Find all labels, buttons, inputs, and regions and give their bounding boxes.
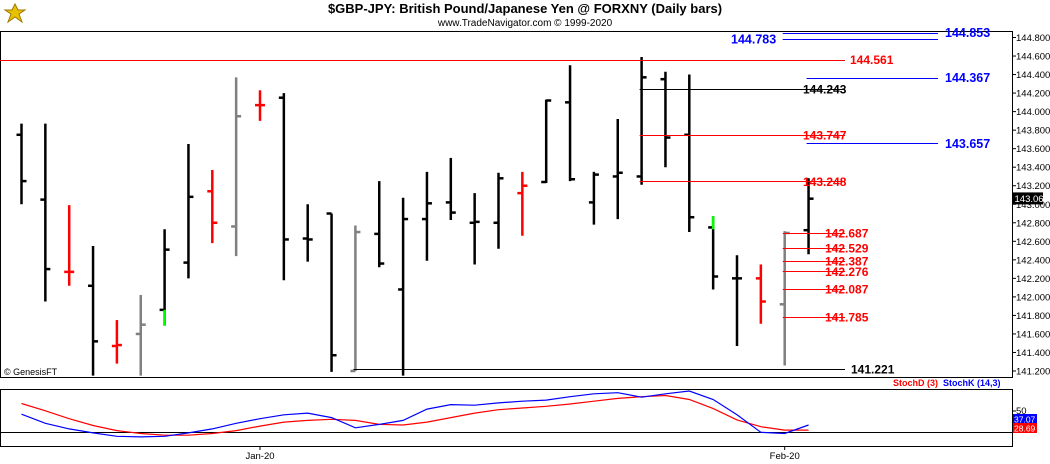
x-axis-label: Feb-20 (770, 451, 800, 462)
level-label-142.687: 142.687 (825, 227, 869, 241)
trade-navigator-logo-icon (3, 2, 27, 24)
y-axis-tick-label: 143.200 (1016, 181, 1050, 192)
y-axis-tick-label: 144.600 (1016, 52, 1050, 63)
y-axis-tick-label: 141.200 (1016, 367, 1050, 378)
level-label-142.387: 142.387 (825, 255, 869, 269)
y-axis-tick-label: 144.800 (1016, 33, 1050, 44)
y-axis-tick-label: 143.600 (1016, 144, 1050, 155)
level-label-144.367: 144.367 (945, 71, 990, 85)
stoch-k-last-box (1013, 414, 1037, 424)
y-axis-tick-label: 141.800 (1016, 311, 1050, 322)
level-label-143.657: 143.657 (945, 137, 990, 151)
stoch-d-last-value: 28.69 (1014, 424, 1036, 434)
level-label-144.783: 144.783 (731, 33, 776, 47)
level-label-144.561: 144.561 (850, 53, 894, 67)
y-axis-tick-label: 142.800 (1016, 218, 1050, 229)
price-panel-frame (0, 31, 1013, 378)
y-axis-tick-label: 143.000 (1016, 200, 1050, 211)
y-axis-tick-label: 144.400 (1016, 70, 1050, 81)
page-subtitle: www.TradeNavigator.com © 1999-2020 (437, 18, 613, 29)
last-price-box (1013, 192, 1043, 205)
level-label-142.087: 142.087 (825, 282, 869, 296)
level-label-143.747: 143.747 (803, 129, 847, 143)
stoch-series-k (21, 390, 809, 438)
stoch-y-tick-label: 50 (1016, 406, 1027, 417)
y-axis-tick-label: 142.600 (1016, 237, 1050, 248)
y-axis-tick-label: 143.800 (1016, 126, 1050, 137)
y-axis-tick-label: 143.400 (1016, 163, 1050, 174)
level-label-143.248: 143.248 (803, 175, 847, 189)
y-axis-tick-label: 144.200 (1016, 89, 1050, 100)
stoch-k-last-value: 37.07 (1014, 415, 1036, 425)
legend-stochk: StochK (14,3) (943, 378, 1001, 388)
level-label-142.276: 142.276 (825, 265, 869, 279)
last-price-label: 143.063 (1015, 194, 1049, 205)
y-axis-tick-label: 144.000 (1016, 107, 1050, 118)
genesis-credit: © GenesisFT (4, 367, 58, 377)
x-axis-label: Jan-20 (245, 451, 274, 462)
level-label-141.785: 141.785 (825, 310, 869, 324)
level-label-144.243: 144.243 (803, 83, 847, 97)
stoch-series-d (21, 394, 809, 436)
y-axis-tick-label: 142.200 (1016, 274, 1050, 285)
y-axis-tick-label: 142.000 (1016, 292, 1050, 303)
y-axis-tick-label: 142.400 (1016, 255, 1050, 266)
stoch-panel-frame (0, 389, 1013, 447)
level-label-144.853: 144.853 (945, 26, 990, 40)
y-axis-tick-label: 141.600 (1016, 329, 1050, 340)
y-axis-tick-label: 141.400 (1016, 348, 1050, 359)
level-label-142.529: 142.529 (825, 241, 869, 255)
level-label-141.221: 141.221 (851, 363, 895, 377)
legend-stochd: StochD (3) (893, 378, 938, 388)
page-title: $GBP-JPY: British Pound/Japanese Yen @ F… (327, 1, 723, 16)
stoch-d-last-box (1013, 423, 1037, 433)
price-bars-group (16, 56, 814, 376)
